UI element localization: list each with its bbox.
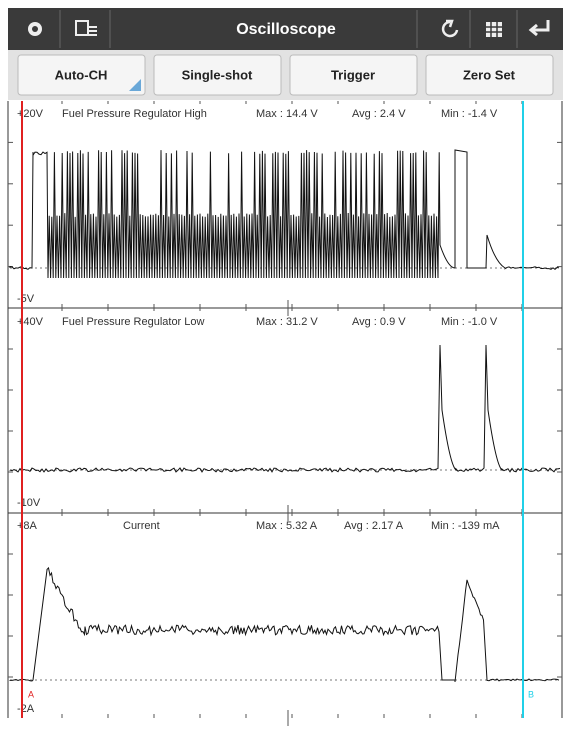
avg: Avg : 2.4 V bbox=[352, 108, 406, 120]
top-scale: +40V bbox=[17, 316, 44, 328]
channel-name: Fuel Pressure Regulator High bbox=[62, 108, 207, 120]
button[interactable] bbox=[289, 54, 418, 96]
button[interactable] bbox=[425, 54, 554, 96]
button-label: Trigger bbox=[331, 67, 375, 82]
channel-name: Current bbox=[123, 520, 160, 532]
avg: Avg : 0.9 V bbox=[352, 316, 406, 328]
max: Max : 5.32 A bbox=[256, 520, 318, 532]
top-scale: +8A bbox=[17, 520, 38, 532]
max: Max : 14.4 V bbox=[256, 108, 318, 120]
back-icon[interactable] bbox=[528, 20, 550, 37]
cursor-a-label: A bbox=[28, 689, 34, 699]
min: Min : -1.0 V bbox=[441, 316, 498, 328]
waveform-1 bbox=[9, 149, 560, 279]
plot-frame bbox=[7, 101, 563, 718]
channel-name: Fuel Pressure Regulator Low bbox=[62, 316, 205, 328]
max: Max : 31.2 V bbox=[256, 316, 318, 328]
save-icon[interactable] bbox=[75, 20, 97, 36]
min: Min : -139 mA bbox=[431, 520, 500, 532]
bottom-scale: -10V bbox=[17, 497, 41, 509]
waveform-3 bbox=[9, 566, 560, 683]
avg: Avg : 2.17 A bbox=[344, 520, 404, 532]
button-label: Auto-CH bbox=[55, 67, 108, 82]
top-scale: +20V bbox=[17, 108, 44, 120]
button[interactable] bbox=[17, 54, 146, 96]
toolbar-dividers bbox=[59, 10, 518, 48]
grid-icon[interactable] bbox=[486, 22, 502, 37]
channel-labels: +20V Fuel Pressure Regulator High Max : … bbox=[17, 108, 500, 715]
button-label: Zero Set bbox=[463, 67, 516, 82]
waveforms bbox=[9, 149, 561, 683]
button[interactable] bbox=[153, 54, 282, 96]
button-label: Single-shot bbox=[182, 67, 253, 82]
buttons: Auto-CH Single-shot Trigger Zero Set bbox=[17, 54, 554, 96]
waveform-2 bbox=[9, 344, 561, 473]
bottom-scale: -5V bbox=[17, 293, 35, 305]
cursor-b-label: B bbox=[528, 689, 534, 699]
toolbar-title: Oscilloscope bbox=[236, 21, 336, 38]
min: Min : -1.4 V bbox=[441, 108, 498, 120]
bottom-scale: -2A bbox=[17, 703, 35, 715]
refresh-icon[interactable] bbox=[441, 19, 459, 38]
settings-icon[interactable] bbox=[28, 22, 42, 36]
dropdown-indicator bbox=[129, 79, 141, 91]
